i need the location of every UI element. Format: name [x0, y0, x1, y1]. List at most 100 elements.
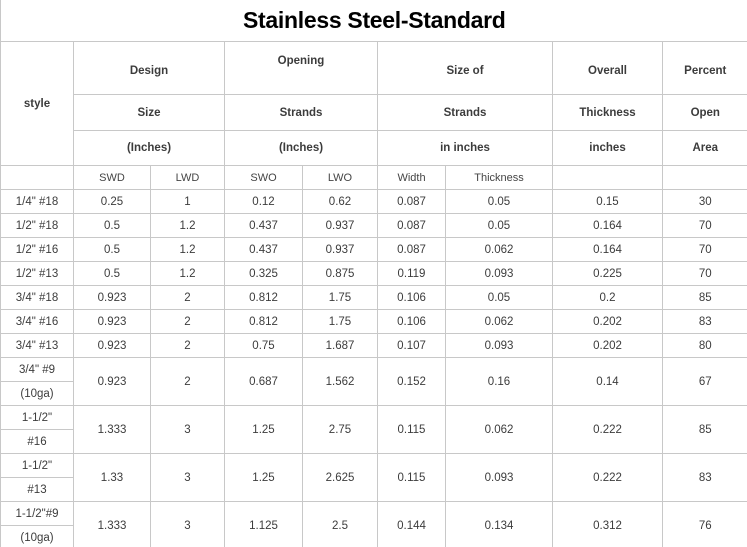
subheader-lwo: LWO [302, 165, 378, 190]
data-cell: 0.107 [377, 333, 446, 358]
subheader-swd: SWD [73, 165, 151, 190]
subheader-percent-empty [661, 165, 747, 190]
table-row: 3/4" #9 0.923 2 0.687 1.562 0.152 0.16 0… [0, 357, 747, 406]
data-cell: 70 [661, 213, 747, 238]
data-cell: 0.115 [377, 405, 446, 454]
column-header-opening-units: (Inches) [224, 130, 378, 166]
subheader-width: Width [377, 165, 446, 190]
column-header-size-of: Size of [377, 41, 553, 95]
style-cell: 1/4" #18 [0, 189, 74, 214]
header-label: Opening [277, 55, 325, 67]
data-cell: 0.325 [224, 261, 303, 286]
column-header-overall-units: inches [552, 130, 663, 166]
column-header-percent-area: Area [661, 130, 747, 166]
column-header-percent-open: Open [661, 94, 747, 131]
column-header-percent: Percent [661, 41, 747, 95]
table-row: 1-1/2" 1.333 3 1.25 2.75 0.115 0.062 0.2… [0, 405, 747, 454]
column-header-opening-strands: Strands [224, 94, 378, 131]
data-cell: 0.05 [445, 213, 553, 238]
column-header-sizeof-units: in inches [377, 130, 553, 166]
table-row: 1/4" #18 0.25 1 0.12 0.62 0.087 0.05 0.1… [0, 189, 747, 214]
data-cell: 2 [150, 333, 225, 358]
data-cell: 1.25 [224, 405, 303, 454]
header-label: Design [129, 65, 169, 77]
table-row: 1/2" #16 0.5 1.2 0.437 0.937 0.087 0.062… [0, 237, 747, 262]
data-cell: 0.687 [224, 357, 303, 406]
data-cell: 1.333 [73, 405, 151, 454]
data-cell: 0.164 [552, 213, 663, 238]
data-cell: 1.33 [73, 453, 151, 502]
header-label: Overall [588, 65, 627, 77]
data-cell: 0.923 [73, 285, 151, 310]
data-cell: 67 [661, 357, 747, 406]
data-cell: 0.225 [552, 261, 663, 286]
column-header-overall-thickness: Thickness [552, 94, 663, 131]
data-cell: 1.333 [73, 501, 151, 547]
data-cell: 83 [661, 453, 747, 502]
data-cell: 85 [661, 285, 747, 310]
data-cell: 0.16 [445, 357, 553, 406]
data-cell: 0.062 [445, 405, 553, 454]
data-cell: 85 [661, 405, 747, 454]
data-cell: 1.562 [302, 357, 378, 406]
data-cell: 3 [150, 453, 225, 502]
data-cell: 1.125 [224, 501, 303, 547]
data-cell: 0.923 [73, 357, 151, 406]
data-cell: 0.937 [302, 213, 378, 238]
data-cell: 3 [150, 405, 225, 454]
column-header-design-units: (Inches) [73, 130, 225, 166]
data-cell: 83 [661, 309, 747, 334]
data-cell: 0.222 [552, 453, 663, 502]
data-cell: 0.5 [73, 237, 151, 262]
data-cell: 1.2 [150, 237, 225, 262]
subheader-thickness: Thickness [445, 165, 553, 190]
table-row: 3/4" #18 0.923 2 0.812 1.75 0.106 0.05 0… [0, 285, 747, 310]
data-cell: 0.12 [224, 189, 303, 214]
style-cell-line2: #13 [0, 477, 74, 502]
data-cell: 1.75 [302, 309, 378, 334]
data-cell: 0.05 [445, 285, 553, 310]
data-cell: 0.087 [377, 213, 446, 238]
style-cell: 1/2" #16 [0, 237, 74, 262]
data-cell: 0.5 [73, 261, 151, 286]
data-cell: 0.437 [224, 237, 303, 262]
style-cell-line1: 1-1/2" [0, 405, 74, 430]
style-cell: 1/2" #13 [0, 261, 74, 286]
data-cell: 76 [661, 501, 747, 547]
data-cell: 0.202 [552, 333, 663, 358]
data-cell: 0.75 [224, 333, 303, 358]
style-cell: 3/4" #18 [0, 285, 74, 310]
style-cell: 3/4" #16 [0, 309, 74, 334]
data-cell: 1 [150, 189, 225, 214]
data-cell: 0.093 [445, 333, 553, 358]
data-cell: 0.152 [377, 357, 446, 406]
table-row: Size Strands Strands Thickness Open [1, 94, 747, 131]
data-cell: 0.923 [73, 333, 151, 358]
data-cell: 80 [661, 333, 747, 358]
data-cell: 0.087 [377, 237, 446, 262]
data-cell: 0.62 [302, 189, 378, 214]
style-cell: 1/2" #18 [0, 213, 74, 238]
column-header-sizeof-strands: Strands [377, 94, 553, 131]
column-header-design: Design [73, 41, 225, 95]
data-cell: 0.14 [552, 357, 663, 406]
style-cell: 3/4" #13 [0, 333, 74, 358]
style-cell-line2: #16 [0, 429, 74, 454]
table-row: 1/2" #13 0.5 1.2 0.325 0.875 0.119 0.093… [0, 261, 747, 286]
table-row: (Inches) (Inches) in inches inches Area [1, 130, 747, 166]
style-cell-line2: (10ga) [0, 381, 74, 406]
style-cell-line2: (10ga) [0, 525, 74, 547]
data-cell: 2.625 [302, 453, 378, 502]
data-cell: 0.106 [377, 309, 446, 334]
data-cell: 0.25 [73, 189, 151, 214]
column-header-design-size: Size [73, 94, 225, 131]
data-cell: 0.875 [302, 261, 378, 286]
style-cell-line1: 1-1/2"#9 [0, 501, 74, 526]
data-cell: 0.812 [224, 309, 303, 334]
data-cell: 0.062 [445, 309, 553, 334]
column-header-overall: Overall [552, 41, 663, 95]
data-cell: 0.937 [302, 237, 378, 262]
data-cell: 1.75 [302, 285, 378, 310]
table-row: 1-1/2"#9 1.333 3 1.125 2.5 0.144 0.134 0… [0, 501, 747, 547]
data-cell: 0.093 [445, 453, 553, 502]
